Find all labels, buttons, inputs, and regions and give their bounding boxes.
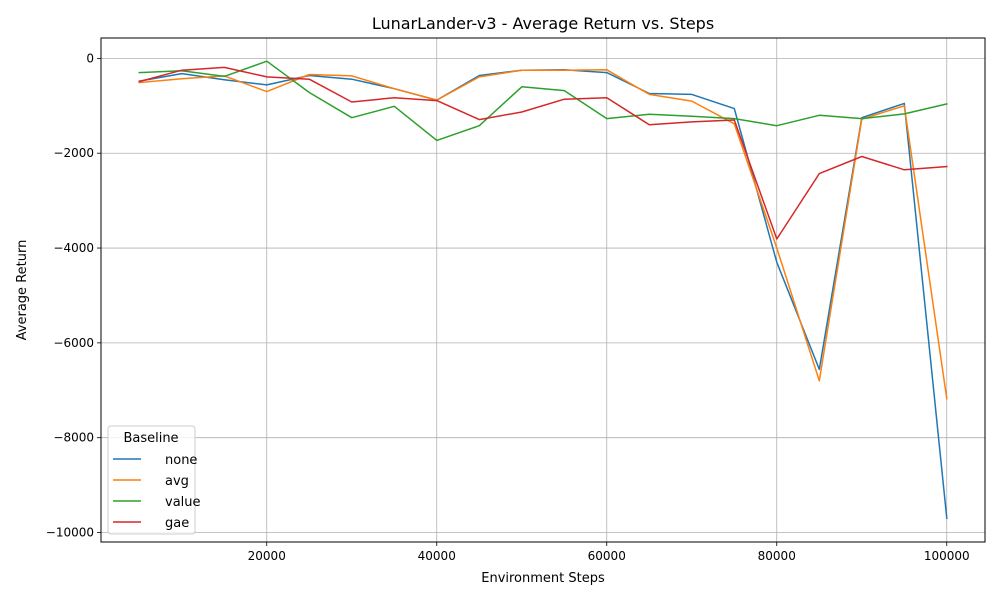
legend-title: Baseline (123, 431, 178, 446)
series-lines (138, 60, 948, 520)
legend-label-gae: gae (165, 516, 189, 531)
y-tick-label: −10000 (46, 526, 94, 540)
axis-ticks: 20000 40000 60000 80000 100000 0 −2000 −4000 −60… (46, 51, 970, 563)
x-tick-label: 80000 (758, 549, 796, 563)
y-tick-label: −2000 (53, 146, 94, 160)
y-tick-label: 0 (86, 51, 94, 65)
legend-label-none: none (165, 453, 197, 468)
y-tick-label: −8000 (53, 431, 94, 445)
legend: Baseline none avg value gae (107, 425, 201, 535)
x-tick-label: 100000 (924, 549, 970, 563)
legend-items: none avg value gae (113, 453, 201, 531)
legend-label-avg: avg (165, 474, 189, 489)
plot-frame (100, 37, 986, 543)
x-tick-label: 60000 (588, 549, 626, 563)
grid (101, 38, 985, 542)
chart-title: LunarLander-v3 - Average Return vs. Step… (372, 14, 714, 33)
legend-box (107, 425, 196, 535)
x-axis-title: Environment Steps (481, 571, 605, 586)
x-tick-label: 20000 (248, 549, 286, 563)
legend-label-value: value (165, 495, 201, 510)
y-tick-label: −4000 (53, 241, 94, 255)
series-line-value (138, 60, 948, 142)
x-tick-label: 40000 (418, 549, 456, 563)
y-axis-title: Average Return (15, 240, 30, 341)
series-line-gae (138, 66, 948, 240)
series-line-avg (138, 69, 948, 400)
y-tick-label: −6000 (53, 336, 94, 350)
